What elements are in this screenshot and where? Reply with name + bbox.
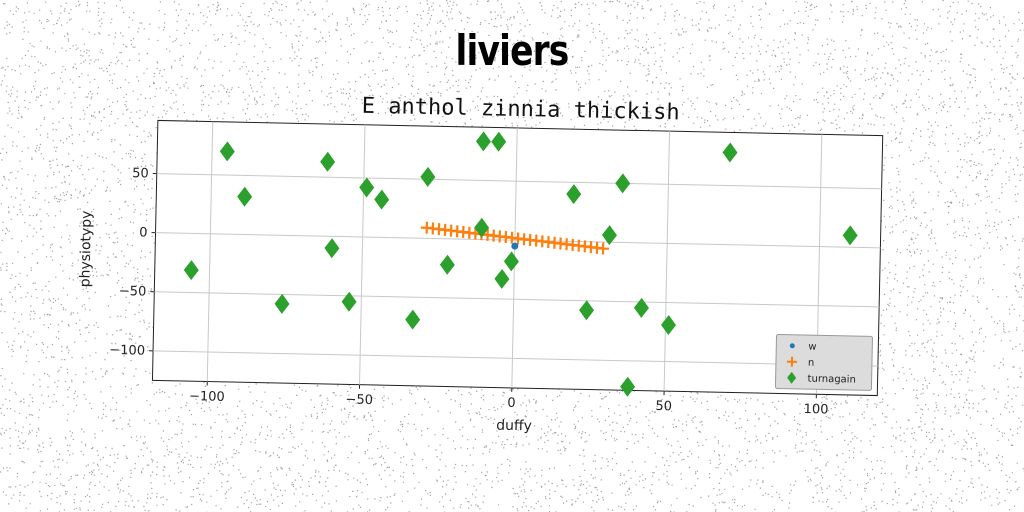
point-turnagain [324,238,340,259]
point-turnagain [579,300,595,321]
legend-label-w: w [808,342,816,353]
y-tick: −50 [119,284,155,300]
x-grid-line [663,131,671,392]
y-tick: 50 [132,166,157,181]
x-tick: 50 [655,391,672,414]
x-grid-line [206,121,214,382]
point-turnagain [274,293,290,314]
point-turnagain [503,251,519,272]
x-tick: 0 [507,387,516,411]
point-turnagain [842,225,858,246]
chart-title: E anthol zinnia thickish [362,94,680,126]
point-turnagain [320,151,336,172]
x-tick: −100 [189,381,225,405]
legend-marker-turnagain [787,371,797,384]
point-turnagain [661,314,677,335]
plot-background [151,119,884,397]
point-n [597,242,610,255]
point-turnagain [439,254,455,275]
figure-title: liviers [455,26,570,75]
point-turnagain [420,166,436,187]
point-w [511,242,519,250]
point-turnagain [374,189,390,210]
point-turnagain [601,225,617,246]
x-ticks: −100 −50 0 50 100 [189,381,829,418]
legend-box [774,333,873,391]
legend: wn turnagain [774,333,873,391]
y-tick-label: 50 [132,166,149,181]
legend-marker-w [789,343,795,349]
x-tick-label: 100 [803,402,828,418]
x-tick-label: −100 [189,389,225,405]
data-marks [183,131,858,397]
y-grid-line [153,350,878,367]
point-turnagain [633,297,649,318]
x-axis-label: duffy [496,418,532,435]
point-turnagain [491,131,507,152]
y-axis-label: physiotypy [77,210,95,287]
point-turnagain [494,268,510,289]
point-turnagain [475,131,491,152]
point-turnagain [722,142,738,163]
y-tick-label: −50 [119,284,147,300]
x-tick-label: 50 [655,399,672,414]
y-ticks: −100 −50 0 50 [109,166,157,359]
x-tick: −50 [345,384,373,408]
legend-marker-n [786,356,797,367]
grid-lines [153,121,882,395]
point-turnagain [620,376,636,397]
y-tick-label: −100 [109,343,145,359]
plot-area: −100 −50 0 50 100 −100 −50 0 50 E anthol zinnia… [77,94,884,435]
point-turnagain [405,309,421,330]
y-tick: −100 [109,343,154,359]
y-tick: 0 [139,225,156,241]
point-turnagain [219,141,235,162]
y-grid-line [154,291,880,308]
legend-label-n: n [808,358,815,369]
point-turnagain [474,217,490,238]
point-turnagain [341,291,357,312]
x-tick-label: 0 [507,396,516,411]
y-tick-label: 0 [139,225,148,240]
legend-label-turnagain: turnagain [807,374,855,386]
point-turnagain [237,186,253,207]
x-tick: 100 [803,394,829,418]
x-grid-line [359,124,366,385]
point-turnagain [615,173,631,194]
point-turnagain [566,184,582,205]
point-turnagain [359,177,375,198]
x-tick-label: −50 [345,392,373,408]
y-grid-line [156,173,882,190]
point-turnagain [183,260,199,281]
